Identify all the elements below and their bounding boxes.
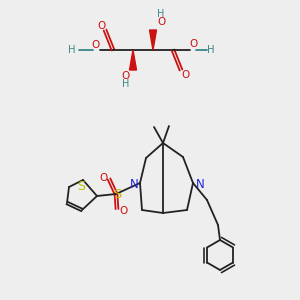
Text: O: O [99, 173, 107, 183]
Text: O: O [92, 40, 100, 50]
Text: O: O [122, 71, 130, 81]
Text: O: O [189, 39, 197, 49]
Text: O: O [182, 70, 190, 80]
Text: S: S [77, 179, 85, 193]
Polygon shape [130, 50, 136, 70]
Text: N: N [196, 178, 204, 190]
Text: O: O [97, 21, 105, 31]
Polygon shape [149, 30, 157, 50]
Text: H: H [68, 45, 76, 55]
Text: S: S [113, 188, 121, 200]
Text: H: H [122, 79, 130, 89]
Text: H: H [207, 45, 215, 55]
Text: N: N [130, 178, 138, 190]
Text: H: H [157, 9, 165, 19]
Text: O: O [120, 206, 128, 216]
Text: O: O [157, 17, 165, 27]
